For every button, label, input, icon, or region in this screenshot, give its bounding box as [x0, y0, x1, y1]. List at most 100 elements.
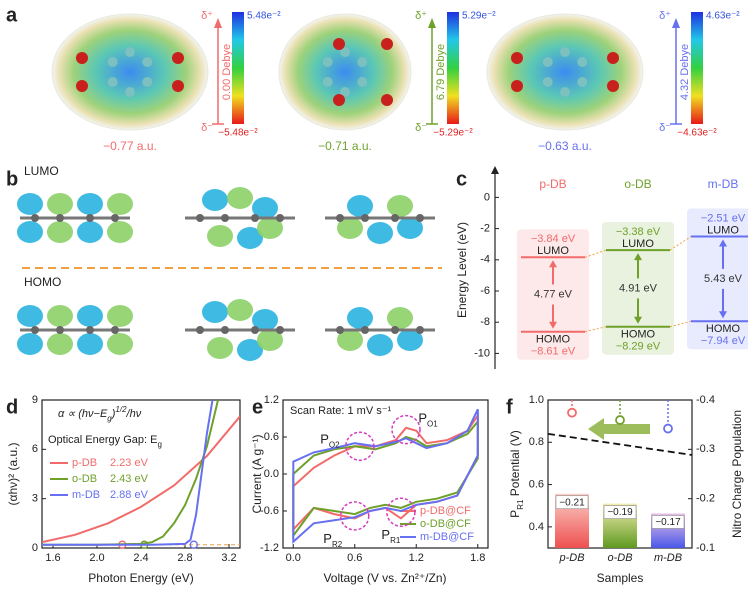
dipole-arrowhead [214, 18, 222, 28]
y2-axis-title: Nitro Charge Population [730, 410, 744, 538]
orbital-lobe [47, 305, 73, 327]
atom [336, 326, 344, 334]
orbital-lobe [347, 307, 373, 329]
orbital-lobe [107, 305, 133, 327]
peak-label: PR1 [381, 528, 400, 545]
y-tick-label: 1.2 [264, 394, 279, 406]
y-tick-label: -1.2 [260, 542, 279, 554]
gap-note-part: g [157, 440, 161, 449]
series-line [42, 400, 214, 546]
lumo-value: −2.51 eV [701, 212, 746, 224]
orbital-lobe [107, 221, 133, 243]
y-tick-label: -10 [474, 347, 490, 359]
x-tick-label: p-DB [558, 552, 584, 564]
y-axis-title: Energy Level (eV) [455, 222, 469, 318]
orbital-lobe [397, 329, 423, 351]
atom [322, 77, 333, 87]
y-axis-title: (αhν)² (a.u.) [6, 443, 20, 506]
y-tick-label: 0.8 [529, 436, 544, 448]
lumo-name: LUMO [537, 245, 569, 257]
y-tick-label: -8 [480, 316, 490, 328]
y-axis-title: Current (A g⁻¹) [250, 434, 264, 513]
dipole-arrowhead [428, 18, 436, 28]
atom [357, 57, 368, 67]
atom [86, 326, 94, 334]
trend-arrow [588, 418, 650, 440]
orbital-lobe [47, 221, 73, 243]
peak-marker [345, 431, 375, 461]
bar-label: −0.19 [607, 507, 633, 518]
orbital-lobe [337, 217, 363, 239]
formula-part: g [107, 414, 112, 423]
level-link [584, 326, 607, 333]
level-panel [602, 222, 674, 355]
peak-marker [340, 501, 370, 531]
atom [276, 326, 284, 334]
orbital-lobe [347, 195, 373, 217]
y2-tick-label: -0.4 [696, 394, 715, 406]
orbital-lobe [17, 305, 43, 327]
esp-surface [51, 13, 209, 131]
orbital-lobe [207, 337, 233, 359]
lumo-value: −3.38 eV [616, 226, 661, 238]
color-max: 5.48e⁻² [247, 11, 281, 22]
homo-label: HOMO [24, 275, 61, 289]
delta-minus: δ⁻ [415, 122, 427, 134]
y2-tick-label: -0.2 [696, 493, 715, 505]
panel-label: e [252, 396, 263, 418]
color-max: 4.63e⁻² [706, 11, 740, 22]
color-min: −5.48e⁻² [218, 128, 258, 139]
orbital-lobe [77, 221, 103, 243]
panel-label: b [6, 168, 18, 190]
atom [357, 77, 368, 87]
orbital-lobe [77, 333, 103, 355]
esp-surface [486, 13, 644, 131]
peak-label-part: O1 [427, 419, 438, 428]
gap-arrowhead [549, 321, 557, 329]
atom [111, 326, 119, 334]
formula-part: /hν [126, 408, 142, 420]
series-line [42, 415, 240, 544]
gap-arrowhead [549, 260, 557, 268]
orbital-lobe [77, 193, 103, 215]
y-tick-label: 0 [32, 542, 38, 554]
atom [322, 57, 333, 67]
y2-tick-label: -0.3 [696, 443, 715, 455]
dipole-arrowhead [672, 18, 680, 28]
y-tick-label: 3 [32, 493, 38, 505]
homo-name: HOMO [621, 329, 656, 341]
legend-label: m-DB [72, 489, 100, 501]
gap-arrowhead [634, 253, 642, 261]
orbital-lobe [367, 222, 393, 244]
atomic-charge: −0.71 a.u. [318, 139, 372, 153]
peak-label-part: R1 [390, 536, 401, 545]
orbital-lobe [387, 307, 413, 329]
category-label: p-DB [539, 177, 566, 191]
x-tick-label: 2.8 [177, 552, 192, 564]
bar-label: −0.17 [655, 517, 681, 528]
x-tick-label: 0.6 [347, 552, 362, 564]
x-tick-label: 1.8 [470, 552, 485, 564]
legend-label: o-DB@CF [420, 518, 471, 530]
atom [340, 47, 350, 57]
orbital-lobe [17, 193, 43, 215]
oxygen-atom [333, 94, 345, 106]
atom [391, 214, 399, 222]
formula: α ∝ (hν−Eg)1/2/hν [58, 405, 142, 423]
y2-tick-label: -0.1 [696, 542, 715, 554]
x-axis-title: Photon Energy (eV) [88, 571, 193, 585]
legend-label: p-DB [72, 457, 97, 469]
homo-value: −8.29 eV [616, 341, 661, 353]
atom [542, 77, 553, 87]
orbital-lobe [207, 225, 233, 247]
atom [125, 87, 135, 97]
legend-label: m-DB@CF [420, 531, 474, 543]
peak-marker [391, 414, 421, 445]
level-link [669, 236, 692, 251]
oxygen-atom [511, 80, 523, 92]
legend-label: p-DB@CF [420, 505, 471, 517]
y-axis-arrow [491, 166, 499, 174]
trend-line [547, 432, 693, 456]
atom [221, 326, 229, 334]
